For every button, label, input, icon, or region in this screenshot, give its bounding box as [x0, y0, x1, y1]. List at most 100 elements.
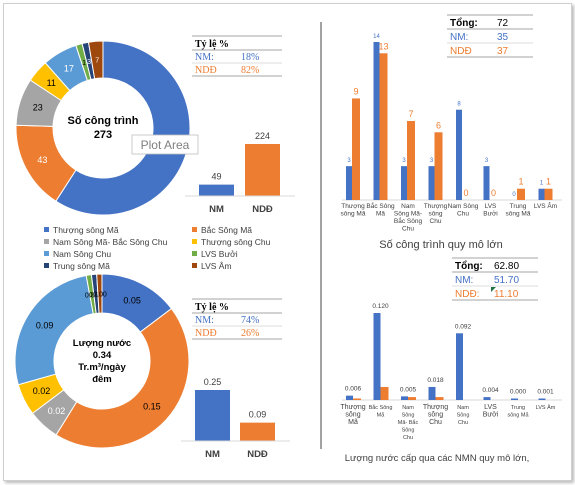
- bar-category-label: Chu: [429, 419, 442, 426]
- pie-chart-water: 0.05 0.15 0.02 0.02 0.09 0.000.000.00: [14, 273, 190, 449]
- bar-value-label-nm: 14: [373, 34, 380, 40]
- ratio-works-ndd-value: 82%: [241, 65, 259, 76]
- pie-slice: [87, 40, 104, 80]
- bar-category-label: NDĐ: [247, 449, 268, 460]
- summary-works-ndd-value: 37: [497, 46, 509, 57]
- bar-nm: [456, 333, 463, 400]
- bar-value-label: 0.001: [537, 389, 554, 396]
- pie-water-center: Lượng nước 0.34 Tr.m³/ngày đêm: [73, 338, 131, 385]
- pie-chart-works: 15543231117137: [15, 40, 191, 216]
- ratio-water-ndd-value: 26%: [241, 328, 259, 339]
- pie-water-center-line4: đêm: [92, 374, 112, 385]
- large-works-title: Số công trình quy mô lớn: [379, 239, 502, 251]
- pie-water-center-line1: Lượng nước: [73, 338, 131, 349]
- pie-slice: [96, 273, 103, 314]
- bar-category-label: LVS Âm: [534, 201, 557, 210]
- bar-nm: [456, 109, 462, 200]
- bar-ndd: [434, 132, 443, 200]
- pie-slice-label: 0.00: [89, 292, 103, 299]
- legend-item-label: Thượng sông Chu: [201, 237, 271, 247]
- bar-value-label-nm: 3: [485, 158, 489, 164]
- ratio-works-header: Tỷ lệ %: [195, 39, 229, 50]
- bar-nm: [199, 184, 234, 196]
- ratio-water-nm-value: 74%: [241, 315, 259, 326]
- bar-value-label: 224: [255, 131, 270, 141]
- pie-water-center-line3: Tr.m³/ngày: [78, 362, 126, 373]
- bar-category-label: sông: [428, 211, 442, 218]
- bar-category-label: NM: [205, 449, 220, 460]
- pie-works-center-value: 273: [94, 129, 112, 141]
- legend-swatch: [192, 251, 197, 256]
- bar-category-label: Trung: [511, 405, 525, 411]
- bar-value-label-ndd: 6: [436, 120, 441, 130]
- pie-slice-label: 0.15: [143, 402, 161, 412]
- bar-ndd: [379, 53, 388, 201]
- bar-value-label: 0.000: [510, 389, 527, 396]
- pie-slice-label: 1: [82, 60, 86, 67]
- pie-works-center: Số công trình 273: [68, 115, 139, 141]
- bar-nm: [346, 166, 352, 200]
- ratio-works-nm-value: 18%: [241, 52, 259, 63]
- bar-value-label-nm: 8: [457, 102, 461, 108]
- bar-category-label: NM: [209, 204, 224, 215]
- bar-category-label: sông Mã: [341, 211, 366, 218]
- pie-slice-label: 11: [47, 78, 56, 88]
- bar-value-label-nm: 3: [402, 158, 406, 164]
- ratio-water-nm-label: NM:: [195, 315, 214, 326]
- pie-water-center-line2: 0.34: [93, 350, 112, 361]
- bar-value-label: 0.092: [455, 323, 472, 330]
- pie-slice: [55, 307, 190, 449]
- summary-water-ndd-label: NDĐ:: [455, 289, 479, 300]
- bar-nm: [538, 188, 545, 200]
- pie-works-center-title: Số công trình: [68, 115, 139, 127]
- bar-category-label: Mã: [377, 413, 386, 419]
- bar-value-label: 0.018: [427, 377, 444, 384]
- bar-ndd: [245, 144, 280, 196]
- legend-swatch: [44, 239, 49, 244]
- bar-category-label: Nam: [401, 203, 415, 210]
- summary-works-ndd-label: NDĐ: [450, 46, 472, 57]
- legend-item-label: Thượng sông Mã: [53, 225, 119, 235]
- bar-category-label: Thượng: [423, 404, 448, 411]
- pie-slice-label: 17: [64, 64, 74, 74]
- legend: Thượng sông Mã Bắc Sông Mã Nam Sông Mã- Bắ…: [44, 225, 271, 271]
- bar-category-label: Trung: [510, 203, 527, 210]
- bar-chart-water-nm-ndd: 0.25 NM 0.09 NDĐ: [181, 377, 290, 460]
- pie-slice-label: 7: [95, 58, 99, 65]
- bar-value-label: 0.004: [482, 387, 499, 394]
- bar-value-label: 0.25: [204, 377, 222, 387]
- ratio-works-ndd-label: NDĐ: [195, 65, 217, 76]
- bar-category-label: Bưởi: [483, 210, 497, 218]
- bar-category-label: Chu: [457, 211, 469, 218]
- legend-item-label: Trung sông Mã: [53, 261, 110, 271]
- pie-slice-label: 23: [33, 102, 43, 112]
- pie-slice-label: 0.02: [33, 386, 51, 396]
- bar-nm: [538, 398, 546, 400]
- pie-slice-label: 0.05: [123, 296, 141, 306]
- bar-category-label: Chu: [430, 218, 442, 225]
- bar-value-label: 0.005: [400, 386, 417, 393]
- bar-category-label: Sông: [402, 413, 415, 419]
- bar-value-label-ndd: 1: [518, 177, 523, 187]
- bar-category-label: Mã: [348, 419, 358, 426]
- ratio-water-header: Tỷ lệ %: [195, 302, 229, 313]
- figure-frame: 15543231117137 Số công trình 273 Plot Ar…: [3, 3, 572, 481]
- legend-swatch: [44, 227, 49, 232]
- bar-value-label-ndd: 0: [463, 188, 468, 198]
- bar-category-label: sông: [428, 412, 443, 419]
- summary-water-ndd-value: 11.10: [494, 289, 519, 300]
- pie-slice-label: 0.00: [85, 292, 99, 299]
- legend-item-label: Nam Sông Mã- Bắc Sông Chu: [53, 237, 168, 247]
- bar-nm: [401, 396, 408, 400]
- bar-nm: [373, 42, 380, 200]
- bar-value-label-nm: 1: [540, 181, 544, 187]
- bar-category-label: Thượng: [424, 203, 448, 210]
- bar-ndd: [544, 188, 553, 200]
- bar-category-label: Sông: [457, 413, 470, 419]
- bar-nm: [401, 166, 407, 200]
- bar-ndd: [352, 98, 360, 200]
- legend-swatch: [192, 227, 197, 232]
- legend-item-label: LVS Âm: [201, 261, 232, 271]
